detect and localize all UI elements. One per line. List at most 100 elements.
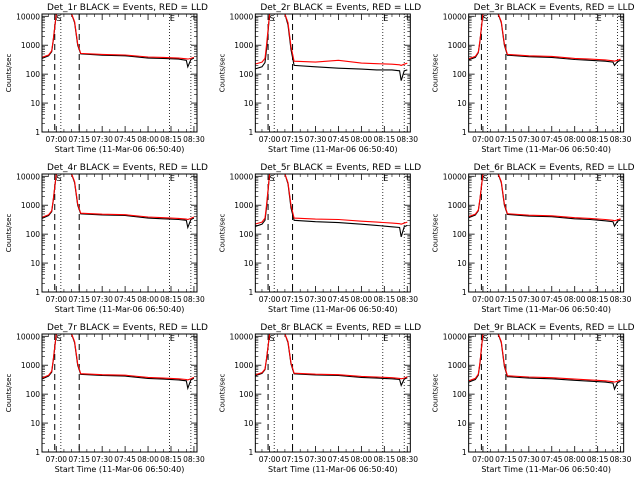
y-axis-label: Counts/sec: [218, 214, 226, 253]
end-marker-label: E: [597, 14, 602, 23]
start-marker-label: S: [56, 174, 61, 183]
x-tick-label: 07:45: [328, 295, 350, 304]
x-axis-label: Start Time (11-Mar-06 06:50:40): [481, 305, 611, 314]
start-marker-label: S: [483, 174, 488, 183]
y-tick-label: 1: [35, 448, 40, 457]
y-tick-label: 10000: [443, 332, 467, 341]
x-tick-label: 07:45: [114, 455, 136, 464]
x-tick-label: 08:15: [160, 295, 182, 304]
x-tick-label: 07:30: [91, 135, 113, 144]
panel-2: Det_2r BLACK = Events, RED = LLD Counts/s…: [218, 3, 421, 154]
x-tick-label: 07:15: [68, 455, 90, 464]
x-tick-label: 07:45: [541, 135, 563, 144]
lld-series-line: [255, 174, 408, 225]
y-tick-label: 1: [462, 128, 467, 137]
y-tick-label: 1000: [21, 201, 40, 210]
x-tick-label: 07:45: [328, 455, 350, 464]
x-tick-label: 07:15: [282, 295, 304, 304]
x-tick-label: 07:15: [282, 455, 304, 464]
plot-frame: [468, 13, 625, 133]
x-tick-label: 07:00: [45, 455, 67, 464]
x-tick-label: 07:00: [259, 135, 281, 144]
x-tick-label: 07:15: [495, 295, 517, 304]
x-tick-label: 08:30: [610, 455, 632, 464]
panel-6: Det_6r BLACK = Events, RED = LLD Counts/s…: [432, 163, 635, 314]
start-marker-label: S: [56, 334, 61, 343]
x-tick-label: 08:00: [351, 455, 373, 464]
y-tick-label: 10000: [16, 12, 40, 21]
y-tick-label: 100: [26, 70, 41, 79]
lld-series-line: [468, 174, 621, 222]
start-marker-label: S: [483, 334, 488, 343]
y-tick-label: 10: [30, 259, 40, 268]
start-marker-label: S: [270, 174, 275, 183]
y-tick-label: 100: [26, 390, 41, 399]
plot-frame: [254, 333, 411, 453]
x-tick-label: 07:00: [45, 295, 67, 304]
x-tick-label: 08:30: [183, 135, 205, 144]
x-tick-label: 08:30: [396, 455, 418, 464]
y-tick-label: 1: [35, 128, 40, 137]
y-tick-label: 1000: [448, 361, 467, 370]
y-tick-label: 10000: [443, 12, 467, 21]
x-tick-label: 07:45: [114, 135, 136, 144]
y-axis-label: Counts/sec: [5, 374, 13, 413]
x-tick-label: 07:45: [541, 295, 563, 304]
x-tick-label: 07:30: [305, 295, 327, 304]
y-axis-label: Counts/sec: [5, 214, 13, 253]
end-marker-label: E: [597, 334, 602, 343]
x-tick-label: 07:15: [282, 135, 304, 144]
y-tick-label: 10: [457, 419, 467, 428]
panel-title: Det_7r BLACK = Events, RED = LLD: [47, 323, 208, 333]
x-tick-label: 07:30: [91, 455, 113, 464]
lld-series-line: [42, 14, 195, 60]
end-marker-label: E: [170, 14, 175, 23]
x-tick-label: 08:15: [160, 135, 182, 144]
x-tick-label: 08:30: [396, 135, 418, 144]
x-tick-label: 07:30: [518, 295, 540, 304]
y-tick-label: 10: [244, 419, 254, 428]
events-series-line: [255, 14, 408, 81]
y-tick-label: 100: [239, 390, 254, 399]
x-tick-label: 08:30: [183, 295, 205, 304]
panel-title: Det_4r BLACK = Events, RED = LLD: [47, 163, 208, 173]
x-tick-label: 08:00: [564, 295, 586, 304]
x-tick-label: 08:15: [374, 455, 396, 464]
x-tick-label: 08:15: [587, 135, 609, 144]
y-tick-label: 10000: [16, 332, 40, 341]
x-tick-label: 07:45: [328, 135, 350, 144]
y-tick-label: 1000: [234, 41, 253, 50]
panel-7: Det_7r BLACK = Events, RED = LLD Counts/s…: [5, 323, 208, 474]
y-tick-label: 1: [249, 448, 254, 457]
y-tick-label: 1: [462, 288, 467, 297]
panel-title: Det_3r BLACK = Events, RED = LLD: [474, 3, 635, 13]
x-tick-label: 08:00: [137, 455, 159, 464]
x-axis-label: Start Time (11-Mar-06 06:50:40): [268, 145, 398, 154]
x-axis-label: Start Time (11-Mar-06 06:50:40): [481, 145, 611, 154]
plot-frame: [468, 173, 625, 293]
y-tick-label: 10000: [443, 172, 467, 181]
plot-frame: [41, 13, 198, 133]
x-tick-label: 07:00: [259, 295, 281, 304]
x-tick-label: 08:30: [396, 295, 418, 304]
start-marker-label: S: [483, 14, 488, 23]
x-tick-label: 08:00: [137, 295, 159, 304]
y-tick-label: 1: [249, 288, 254, 297]
y-tick-label: 100: [452, 230, 467, 239]
y-tick-label: 10000: [229, 332, 253, 341]
end-marker-label: E: [170, 174, 175, 183]
x-tick-label: 08:00: [564, 455, 586, 464]
y-axis-label: Counts/sec: [218, 54, 226, 93]
x-tick-label: 08:00: [351, 295, 373, 304]
y-axis-label: Counts/sec: [432, 54, 440, 93]
y-axis-label: Counts/sec: [432, 374, 440, 413]
x-tick-label: 07:00: [472, 295, 494, 304]
panel-title: Det_1r BLACK = Events, RED = LLD: [47, 3, 208, 13]
x-tick-label: 07:00: [472, 135, 494, 144]
panel-8: Det_8r BLACK = Events, RED = LLD Counts/s…: [218, 323, 421, 474]
panel-title: Det_5r BLACK = Events, RED = LLD: [260, 163, 421, 173]
plot-frame: [468, 333, 625, 453]
x-axis-label: Start Time (11-Mar-06 06:50:40): [268, 465, 398, 474]
x-tick-label: 08:30: [183, 455, 205, 464]
panel-3: Det_3r BLACK = Events, RED = LLD Counts/s…: [432, 3, 635, 154]
